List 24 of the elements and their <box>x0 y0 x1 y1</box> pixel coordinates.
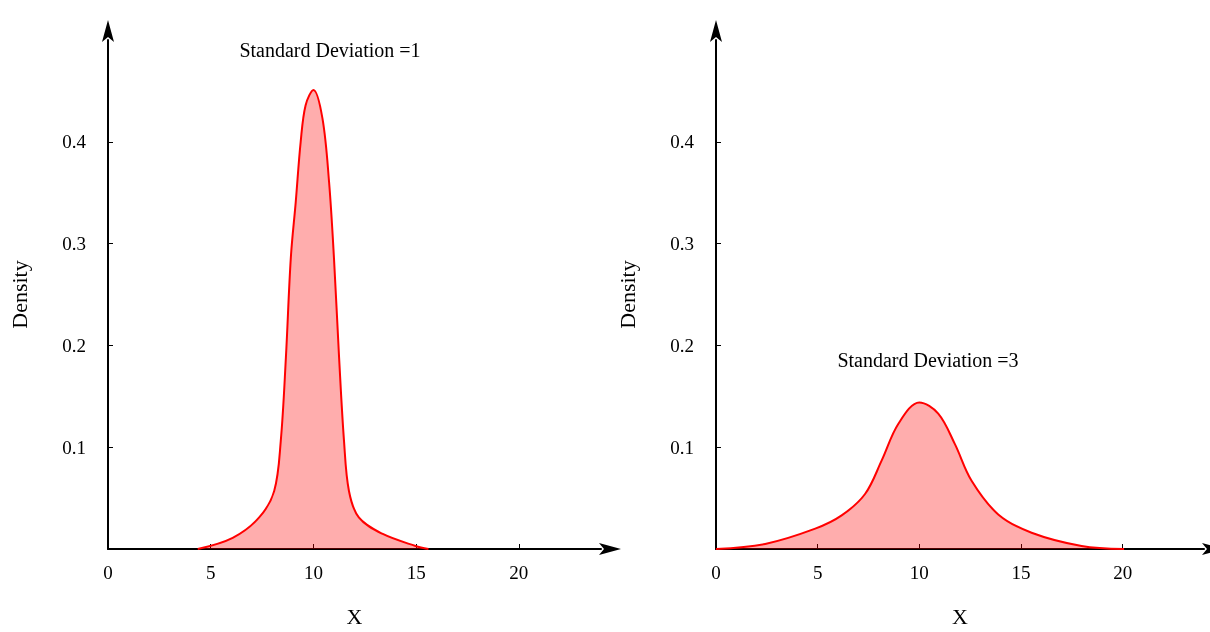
x-tick-label: 0 <box>711 562 721 583</box>
annotation: Standard Deviation =1 <box>239 39 421 61</box>
x-tick-label: 0 <box>103 562 113 583</box>
x-axis-title: X <box>952 603 969 629</box>
x-tick-label: 5 <box>812 562 823 583</box>
y-tick-label: 0.2 <box>62 334 86 356</box>
annotation: Standard Deviation =3 <box>837 349 1019 371</box>
x-tick-label: 5 <box>205 562 216 583</box>
y-tick-label: 0.3 <box>62 233 86 255</box>
x-tick-label: 20 <box>509 562 529 583</box>
x-tick-label: 15 <box>406 562 426 583</box>
x-tick-label: 10 <box>909 562 929 583</box>
x-tick-label: 20 <box>1113 562 1133 583</box>
y-tick-label: 0.1 <box>670 436 694 458</box>
y-tick-label: 0.3 <box>670 233 694 255</box>
y-tick-label: 0.4 <box>62 131 87 153</box>
x-axis-title: X <box>346 603 363 629</box>
x-tick-label: 15 <box>1011 562 1031 583</box>
y-tick-label: 0.1 <box>62 436 86 458</box>
y-tick-label: 0.2 <box>670 334 694 356</box>
y-tick-label: 0.4 <box>670 131 695 153</box>
x-tick-label: 10 <box>303 562 323 583</box>
y-axis-title: Density <box>6 260 32 329</box>
y-axis-title: Density <box>614 260 640 329</box>
